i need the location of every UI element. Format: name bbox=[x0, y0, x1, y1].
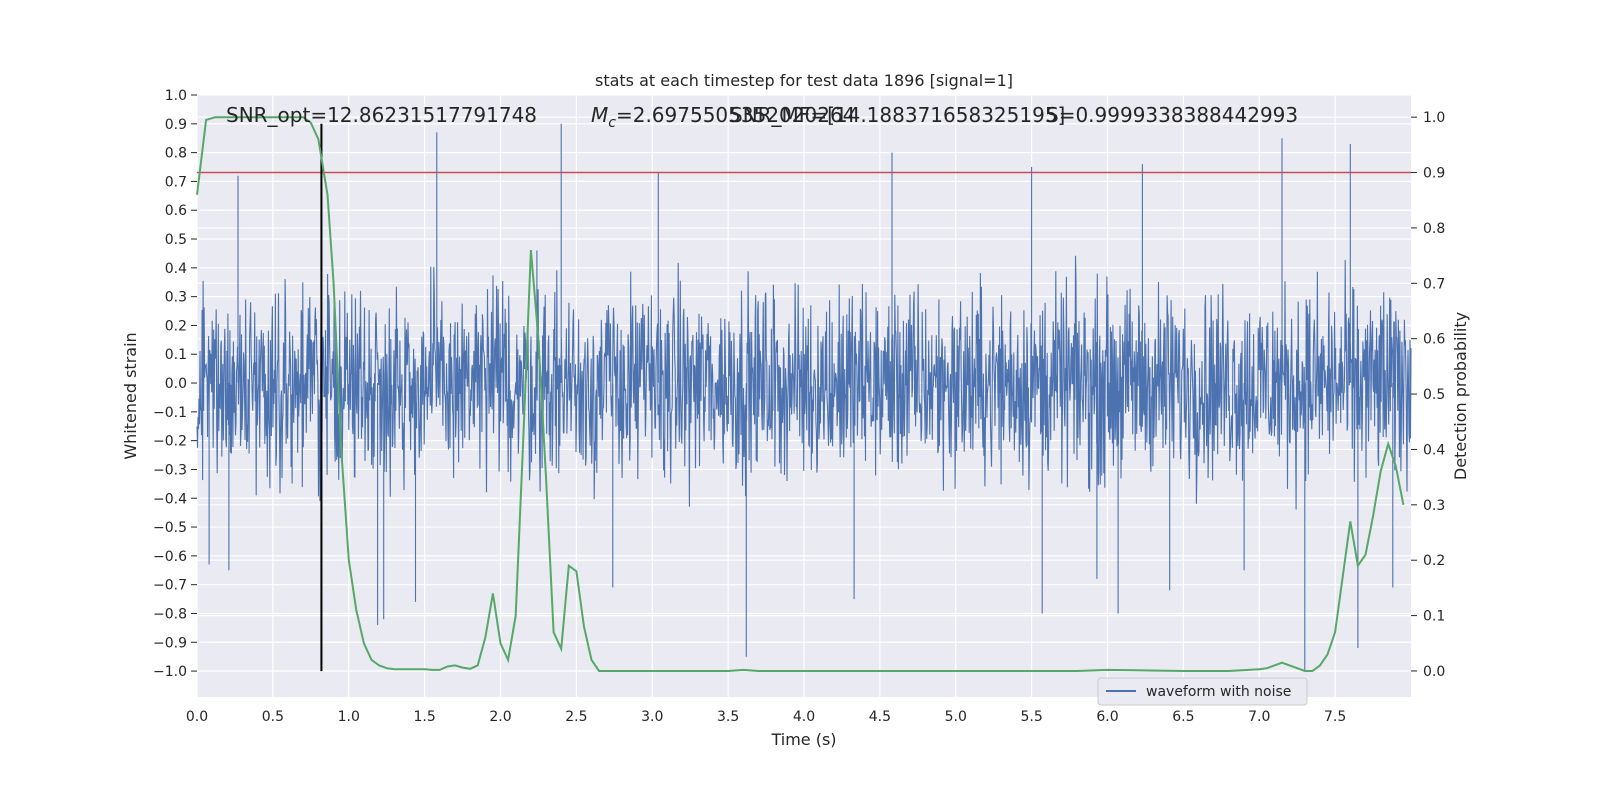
y-tick-label: 1.0 bbox=[165, 88, 187, 104]
x-tick-label: 2.0 bbox=[489, 709, 511, 725]
y-tick-label: −0.6 bbox=[153, 549, 187, 565]
x-tick-label: 2.5 bbox=[565, 709, 587, 725]
y-tick-label: 0.3 bbox=[165, 290, 187, 306]
y-tick-label: 0.4 bbox=[165, 261, 187, 277]
legend: waveform with noise bbox=[1097, 677, 1308, 706]
annotation-score: S=0.9999338388442993 bbox=[1046, 103, 1298, 127]
right-y-tick-label: 0.4 bbox=[1423, 442, 1445, 458]
right-y-tick-label: 0.0 bbox=[1423, 664, 1445, 680]
right-y-tick-label: 0.1 bbox=[1423, 609, 1445, 625]
legend-box bbox=[1097, 677, 1308, 706]
y-tick-label: 0.9 bbox=[165, 117, 187, 133]
y-tick-label: −0.1 bbox=[153, 405, 187, 421]
y-tick-labels: 1.0 0.9 0.8 0.7 0.6 0.5 0.4 0.3 0.2 0.1 0.0 −0.1 −0.… bbox=[153, 88, 197, 680]
right-y-tick-label: 1.0 bbox=[1423, 110, 1445, 126]
right-y-tick-labels: 1.0 0.9 0.8 0.7 0.6 0.5 0.4 0.3 0.2 0.1 0.0 bbox=[1411, 110, 1445, 680]
y-tick-label: −0.5 bbox=[153, 520, 187, 536]
right-y-tick-label: 0.6 bbox=[1423, 332, 1445, 348]
x-tick-label: 3.0 bbox=[641, 709, 663, 725]
y-tick-label: 0.7 bbox=[165, 174, 187, 190]
y-tick-label: −0.3 bbox=[153, 462, 187, 478]
annotation-chirp-mass-symbol: M bbox=[591, 103, 608, 127]
y-tick-label: −0.2 bbox=[153, 434, 187, 450]
legend-label: waveform with noise bbox=[1146, 684, 1291, 700]
x-tick-label: 7.0 bbox=[1248, 709, 1270, 725]
x-tick-label: 5.0 bbox=[945, 709, 967, 725]
y-tick-label: 0.2 bbox=[165, 318, 187, 334]
annotation-snr-mf: SNR_MF=[14.188371658325195] bbox=[730, 103, 1065, 127]
right-y-axis-label: Detection probability bbox=[1451, 312, 1470, 480]
right-y-tick-label: 0.5 bbox=[1423, 387, 1445, 403]
x-tick-label: 1.5 bbox=[413, 709, 435, 725]
x-tick-labels: 0.0 0.5 1.0 1.5 2.0 2.5 3.0 3.5 4.0 4.5 5.0 5.5 6.0 6… bbox=[186, 709, 1346, 725]
y-tick-label: −0.9 bbox=[153, 635, 187, 651]
right-y-tick-label: 0.7 bbox=[1423, 276, 1445, 292]
right-y-tick-label: 0.2 bbox=[1423, 553, 1445, 569]
annotation-chirp-mass: Mc=2.6975505352020264 bbox=[591, 103, 855, 131]
y-axis-label: Whitened strain bbox=[121, 332, 140, 459]
x-tick-label: 6.5 bbox=[1172, 709, 1194, 725]
x-tick-label: 4.5 bbox=[869, 709, 891, 725]
x-tick-label: 1.0 bbox=[338, 709, 360, 725]
x-tick-label: 3.5 bbox=[717, 709, 739, 725]
right-y-tick-label: 0.3 bbox=[1423, 498, 1445, 514]
detection-probability-line bbox=[196, 116, 1405, 672]
x-tick-label: 7.5 bbox=[1324, 709, 1346, 725]
y-tick-label: −0.8 bbox=[153, 606, 187, 622]
y-tick-label: −0.4 bbox=[153, 491, 187, 507]
chart-title: stats at each timestep for test data 189… bbox=[595, 71, 1013, 90]
y-tick-label: 0.1 bbox=[165, 347, 187, 363]
annotation-chirp-mass-value: =2.6975505352020264 bbox=[616, 103, 855, 127]
x-tick-label: 6.0 bbox=[1096, 709, 1118, 725]
y-tick-label: 0.0 bbox=[165, 376, 187, 392]
annotation-snr-opt: SNR_opt=12.86231517791748 bbox=[226, 103, 537, 127]
y-tick-label: 0.6 bbox=[165, 203, 187, 219]
x-tick-label: 4.0 bbox=[793, 709, 815, 725]
y-tick-label: −0.7 bbox=[153, 578, 187, 594]
annotation-chirp-mass-subscript: c bbox=[608, 115, 616, 131]
right-y-tick-label: 0.8 bbox=[1423, 221, 1445, 237]
y-tick-label: 0.5 bbox=[165, 232, 187, 248]
x-tick-label: 0.5 bbox=[262, 709, 284, 725]
y-tick-label: −1.0 bbox=[153, 664, 187, 680]
x-tick-label: 5.5 bbox=[1020, 709, 1042, 725]
right-y-tick-label: 0.9 bbox=[1423, 166, 1445, 182]
x-axis-label: Time (s) bbox=[770, 730, 836, 749]
x-tick-label: 0.0 bbox=[186, 709, 208, 725]
y-tick-label: 0.8 bbox=[165, 146, 187, 162]
